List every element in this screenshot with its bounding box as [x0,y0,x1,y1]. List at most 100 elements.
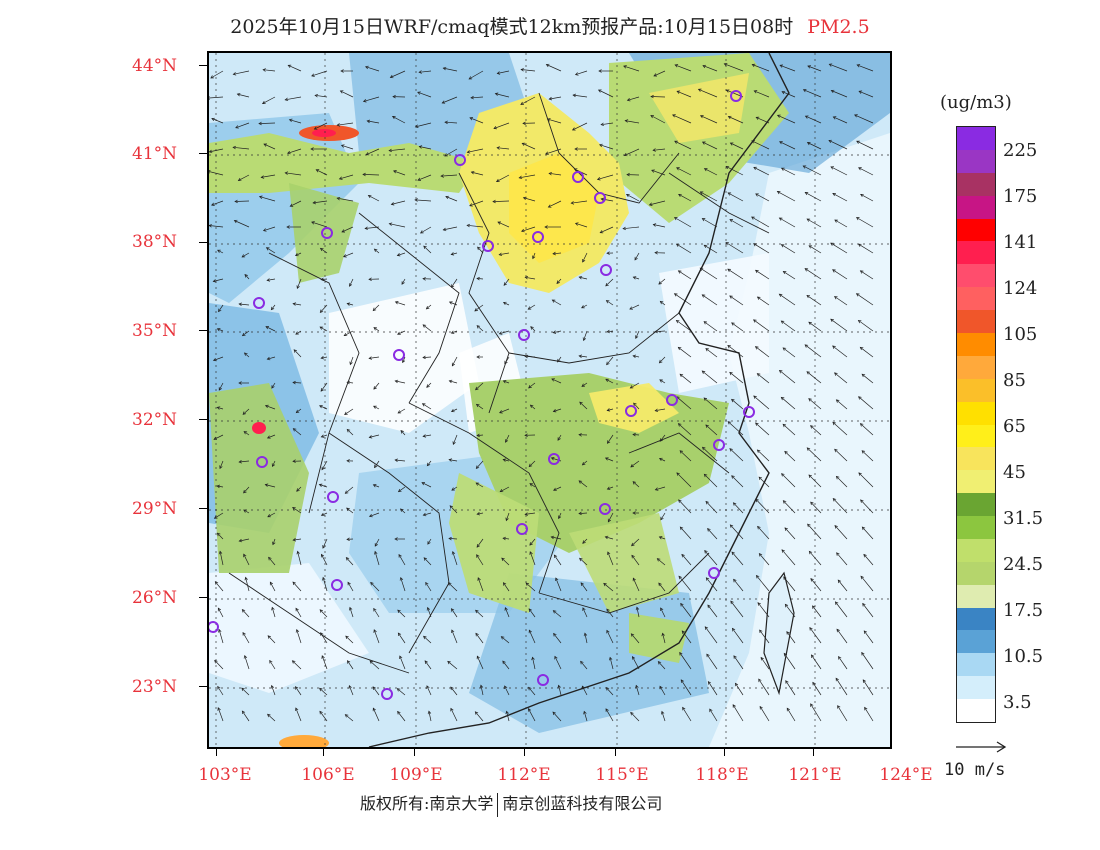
wind-arrow-head [631,542,635,547]
copyright-owner-1: 版权所有:南京大学 [360,794,494,813]
wind-arrow-head [828,139,832,144]
wind-arrow [759,706,770,722]
wind-arrow [678,193,692,202]
wind-arrow [832,422,848,436]
wind-arrow [730,600,744,618]
wind-arrow-head [578,275,583,280]
station-marker [209,621,219,633]
wind-arrow-head [311,221,315,225]
wind-arrow-head [374,543,378,547]
wind-arrow-head [701,141,706,145]
colorbar-label: 105 [1003,324,1038,345]
wind-arrow [451,330,458,334]
wind-arrow-head [241,609,246,613]
wind-arrow [239,538,250,542]
wind-arrow-head [397,710,401,715]
wind-arrow [321,356,328,359]
wind-arrow [785,680,796,696]
wind-arrow [760,657,770,670]
colorbar-swatch [957,653,995,677]
wind-arrow [477,577,484,592]
wind-arrow [660,512,666,520]
wind-arrow [287,148,302,154]
wind-arrow-head [422,434,427,438]
wind-arrow-head [808,474,812,478]
wind-arrow [860,193,874,202]
wind-arrow [626,194,640,202]
wind-arrow-head [782,271,787,275]
colorbar-swatch [957,584,995,609]
wind-arrow [295,330,302,335]
wind-arrow-head [581,305,585,309]
wind-arrow-head [217,707,221,711]
wind-arrow-head [578,480,583,484]
wind-arrow-head [338,176,343,180]
wind-arrow [242,710,250,722]
title-text: 2025年10月15日WRF/cmaq模式12km预报产品:10月15日08时 [230,16,794,38]
wind-arrow [555,577,562,592]
wind-arrow [367,120,380,124]
wind-arrow-head [705,424,709,428]
wind-arrow-head [755,498,759,503]
wind-arrow-head [580,582,584,586]
wind-arrow-head [779,141,783,145]
wind-arrow-head [422,355,426,360]
wind-arrow-head [528,385,532,389]
wind-arrow-head [675,243,680,247]
station-marker [537,674,549,686]
wind-arrow [449,301,458,306]
wind-arrow [295,608,302,618]
wind-arrow-head [802,165,807,169]
wind-arrow-head [425,581,429,586]
wind-arrow-head [450,284,455,288]
wind-arrow [242,330,250,336]
wind-arrow [290,200,302,207]
wind-arrow-head [858,90,863,94]
wind-arrow [397,252,406,256]
wind-arrow-head [522,196,527,201]
wind-arrow [445,196,458,202]
wind-arrow-head [633,402,637,407]
clear-area [209,563,369,693]
wind-arrow-head [581,383,586,387]
wind-arrow-head [556,280,560,285]
wind-arrow-head [475,609,479,614]
wind-arrow-head [319,405,323,409]
wind-arrow [682,707,692,722]
wind-arrow-head [417,177,422,181]
wind-arrow [239,460,250,463]
wind-arrow-head [703,244,708,248]
wind-arrow-head [606,408,611,412]
wind-arrow [680,603,692,618]
wind-arrow [635,330,640,339]
wind-arrow-head [654,487,659,491]
wind-arrow-head [528,629,532,634]
lat-label-32: 32°N [132,410,178,430]
wind-arrow-head [812,605,816,609]
wind-arrow [632,578,640,592]
wind-arrow [649,200,666,206]
wind-arrow [658,278,666,285]
wind-arrow-head [264,483,269,487]
wind-arrow [321,512,328,516]
wind-arrow [269,660,276,670]
wind-arrow [293,303,302,306]
wind-arrow [259,196,276,202]
wind-arrow-head [284,97,289,102]
wind-arrow-head [504,607,508,611]
wind-arrow [755,193,770,202]
wind-arrow-head [654,250,658,255]
wind-arrow-head [318,483,323,487]
wind-arrow-head [676,472,680,476]
wind-arrow [705,424,718,436]
wind-arrow [735,683,744,696]
station-marker [594,192,606,204]
wind-arrow [759,553,770,566]
wind-arrow [678,423,692,436]
wind-arrow-head [861,651,865,656]
wind-arrow [727,268,744,280]
wind-arrow-head [780,244,785,248]
wind-arrow-head [261,100,266,104]
wind-arrow-head [778,217,783,221]
wind-arrow-head [677,270,682,274]
